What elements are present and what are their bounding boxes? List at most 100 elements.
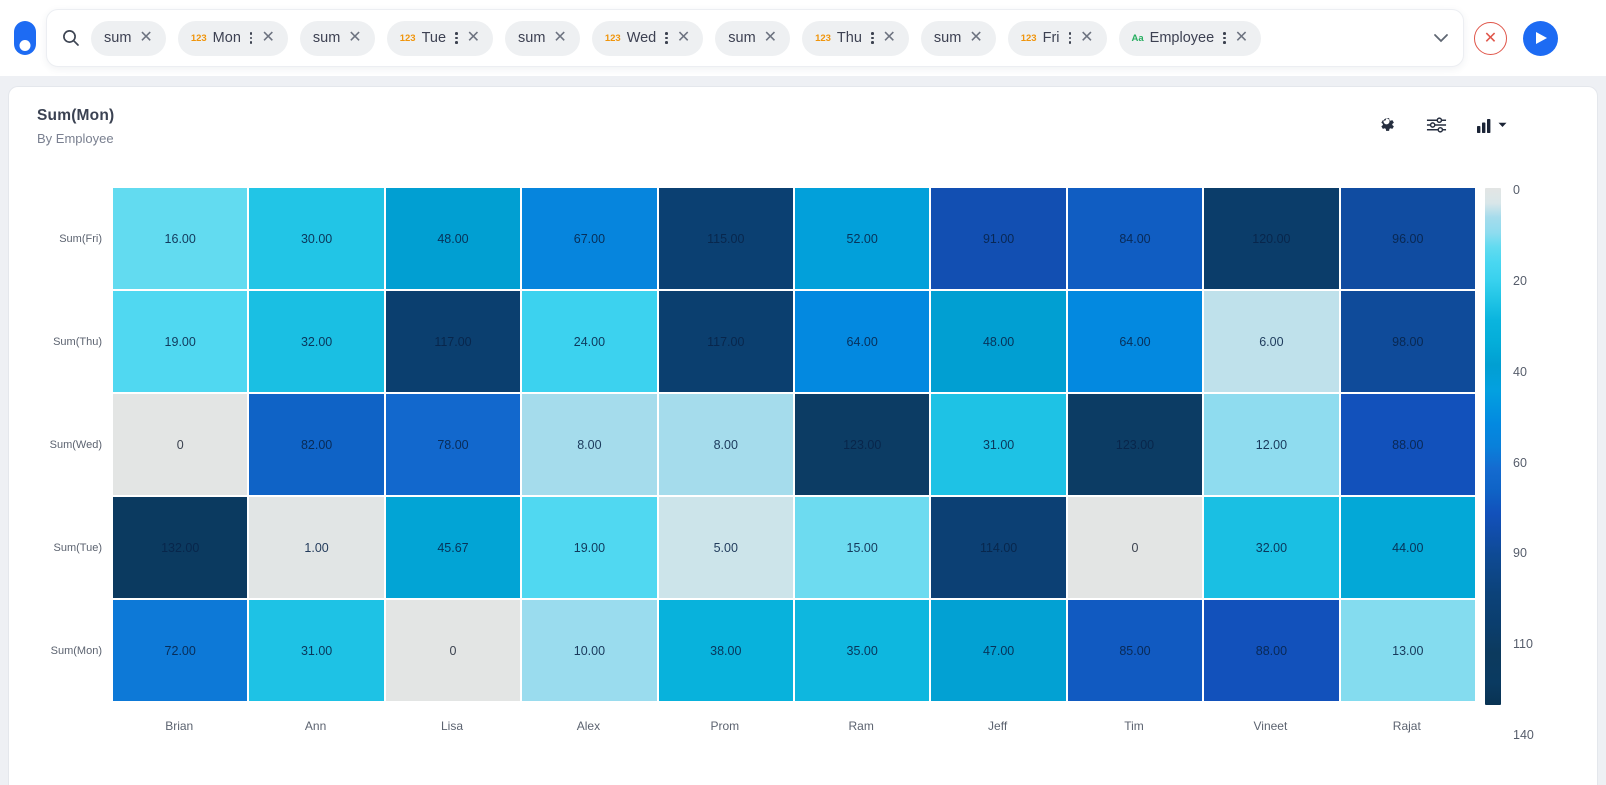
heatmap-cell[interactable]: 32.00 bbox=[1204, 497, 1339, 598]
heatmap-cell[interactable]: 132.00 bbox=[113, 497, 248, 598]
heatmap-cell[interactable]: 98.00 bbox=[1340, 291, 1475, 392]
search-icon bbox=[61, 28, 81, 48]
heatmap-cell[interactable]: 117.00 bbox=[385, 291, 521, 392]
token-type-badge: 123 bbox=[1020, 32, 1037, 44]
heatmap-cell[interactable]: 123.00 bbox=[794, 394, 930, 495]
token-remove-icon[interactable]: ✕ bbox=[882, 29, 896, 46]
token-remove-icon[interactable]: ✕ bbox=[763, 29, 778, 46]
heatmap-cell[interactable]: 13.00 bbox=[1340, 600, 1475, 701]
search-token-sum[interactable]: sum ✕ bbox=[715, 20, 791, 56]
heatmap-cell[interactable]: 1.00 bbox=[249, 497, 384, 598]
heatmap-cell[interactable]: 32.00 bbox=[249, 291, 384, 392]
card-header: Sum(Mon) By Employee bbox=[37, 107, 1569, 146]
configure-sliders-icon[interactable] bbox=[1426, 116, 1447, 134]
heatmap-cell[interactable]: 88.00 bbox=[1204, 600, 1339, 701]
heatmap-cell[interactable]: 12.00 bbox=[1204, 394, 1339, 495]
heatmap-cell[interactable]: 31.00 bbox=[931, 394, 1066, 495]
token-menu-icon[interactable] bbox=[664, 32, 669, 44]
token-menu-icon[interactable] bbox=[870, 32, 875, 44]
token-menu-icon[interactable] bbox=[1222, 32, 1227, 44]
heatmap-cell[interactable]: 5.00 bbox=[658, 497, 793, 598]
answer-card: Sum(Mon) By Employee bbox=[8, 86, 1598, 785]
heatmap-cell[interactable]: 64.00 bbox=[1067, 291, 1203, 392]
heatmap-cell[interactable]: 78.00 bbox=[385, 394, 521, 495]
heatmap-cell[interactable]: 96.00 bbox=[1340, 188, 1475, 289]
heatmap-cell[interactable]: 0 bbox=[385, 600, 521, 701]
search-token-sum[interactable]: sum ✕ bbox=[299, 20, 375, 56]
search-token-sum[interactable]: sum ✕ bbox=[920, 20, 996, 56]
heatmap-cell[interactable]: 45.67 bbox=[385, 497, 521, 598]
chevron-down-icon[interactable] bbox=[1433, 33, 1449, 43]
heatmap-cell[interactable]: 48.00 bbox=[931, 291, 1066, 392]
search-box[interactable]: sum ✕ 123 Mon ✕ sum ✕ 123 Tue ✕ sum ✕ 123 Wed ✕ sum ✕ 123… bbox=[46, 9, 1464, 67]
token-type-badge: 123 bbox=[190, 32, 207, 44]
token-remove-icon[interactable]: ✕ bbox=[1234, 29, 1249, 46]
heatmap-cell[interactable]: 88.00 bbox=[1340, 394, 1475, 495]
heatmap-cell[interactable]: 117.00 bbox=[658, 291, 793, 392]
heatmap-cell[interactable]: 84.00 bbox=[1067, 188, 1203, 289]
heatmap-cell[interactable]: 30.00 bbox=[249, 188, 384, 289]
heatmap-cell[interactable]: 8.00 bbox=[522, 394, 657, 495]
run-search-button[interactable] bbox=[1523, 20, 1558, 56]
token-remove-icon[interactable]: ✕ bbox=[553, 29, 567, 46]
token-remove-icon[interactable]: ✕ bbox=[1080, 29, 1094, 46]
token-menu-icon[interactable] bbox=[454, 32, 459, 44]
heatmap-cell[interactable]: 48.00 bbox=[385, 188, 521, 289]
heatmap-cell[interactable]: 114.00 bbox=[931, 497, 1066, 598]
heatmap-cell[interactable]: 67.00 bbox=[522, 188, 657, 289]
token-remove-icon[interactable]: ✕ bbox=[348, 29, 362, 46]
heatmap-cell[interactable]: 64.00 bbox=[794, 291, 930, 392]
heatmap-cell[interactable]: 31.00 bbox=[249, 600, 384, 701]
token-menu-icon[interactable] bbox=[249, 32, 254, 44]
token-remove-icon[interactable]: ✕ bbox=[969, 29, 983, 46]
token-remove-icon[interactable]: ✕ bbox=[139, 29, 153, 46]
heatmap-cell[interactable]: 16.00 bbox=[113, 188, 248, 289]
heatmap-cell[interactable]: 38.00 bbox=[658, 600, 793, 701]
heatmap-cell[interactable]: 120.00 bbox=[1204, 188, 1339, 289]
search-token-sum[interactable]: sum ✕ bbox=[91, 20, 166, 56]
heatmap-cell[interactable]: 82.00 bbox=[249, 394, 384, 495]
heatmap-cell[interactable]: 10.00 bbox=[522, 600, 657, 701]
heatmap-column-label: Ram bbox=[848, 719, 874, 733]
search-token-sum[interactable]: sum ✕ bbox=[505, 20, 580, 56]
heatmap-cell[interactable]: 123.00 bbox=[1067, 394, 1203, 495]
heatmap-cell[interactable]: 44.00 bbox=[1340, 497, 1475, 598]
legend-tick-label: 60 bbox=[1513, 455, 1527, 470]
search-token-tue[interactable]: 123 Tue ✕ bbox=[386, 20, 494, 56]
heatmap-cell[interactable]: 19.00 bbox=[522, 497, 657, 598]
chart-type-selector[interactable] bbox=[1477, 117, 1507, 133]
heatmap-cell[interactable]: 52.00 bbox=[794, 188, 930, 289]
app-logo[interactable] bbox=[14, 21, 36, 55]
heatmap-chart: Sum(Fri) 16.00 30.00 48.00 67.00 115.00 52.00 9… bbox=[37, 183, 1569, 742]
heatmap-cell[interactable]: 115.00 bbox=[658, 188, 793, 289]
heatmap-cell[interactable]: 72.00 bbox=[113, 600, 248, 701]
token-remove-icon[interactable]: ✕ bbox=[261, 29, 275, 46]
search-token-thu[interactable]: 123 Thu ✕ bbox=[802, 20, 909, 56]
heatmap-cell[interactable]: 0 bbox=[1067, 497, 1203, 598]
heatmap-cell[interactable]: 19.00 bbox=[113, 291, 248, 392]
token-type-badge: 123 bbox=[399, 32, 416, 44]
heatmap-cell[interactable]: 6.00 bbox=[1204, 291, 1339, 392]
heatmap-cell[interactable]: 47.00 bbox=[931, 600, 1066, 701]
top-search-bar: sum ✕ 123 Mon ✕ sum ✕ 123 Tue ✕ sum ✕ 123 Wed ✕ sum ✕ 123… bbox=[0, 0, 1606, 76]
heatmap-column-label: Lisa bbox=[440, 719, 463, 733]
settings-gear-icon[interactable] bbox=[1377, 115, 1396, 134]
clear-search-button[interactable]: ✕ bbox=[1474, 21, 1507, 55]
heatmap-cell[interactable]: 24.00 bbox=[522, 291, 657, 392]
heatmap-cell[interactable]: 8.00 bbox=[658, 394, 793, 495]
heatmap-cell[interactable]: 91.00 bbox=[931, 188, 1066, 289]
legend-tick-label: 90 bbox=[1513, 546, 1527, 561]
token-menu-icon[interactable] bbox=[1068, 32, 1073, 44]
heatmap-cell[interactable]: 15.00 bbox=[794, 497, 930, 598]
search-token-employee[interactable]: Aa Employee ✕ bbox=[1118, 20, 1262, 56]
color-legend-ticks: 0 20 40 60 90 110 140 bbox=[1501, 183, 1561, 742]
search-token-mon[interactable]: 123 Mon ✕ bbox=[177, 20, 288, 56]
color-legend-bar bbox=[1485, 188, 1501, 705]
search-token-wed[interactable]: 123 Wed ✕ bbox=[591, 20, 704, 56]
token-remove-icon[interactable]: ✕ bbox=[676, 29, 691, 46]
heatmap-cell[interactable]: 85.00 bbox=[1067, 600, 1203, 701]
heatmap-cell[interactable]: 0 bbox=[113, 394, 248, 495]
search-token-fri[interactable]: 123 Fri ✕ bbox=[1007, 20, 1107, 56]
token-remove-icon[interactable]: ✕ bbox=[466, 29, 481, 46]
heatmap-cell[interactable]: 35.00 bbox=[794, 600, 930, 701]
